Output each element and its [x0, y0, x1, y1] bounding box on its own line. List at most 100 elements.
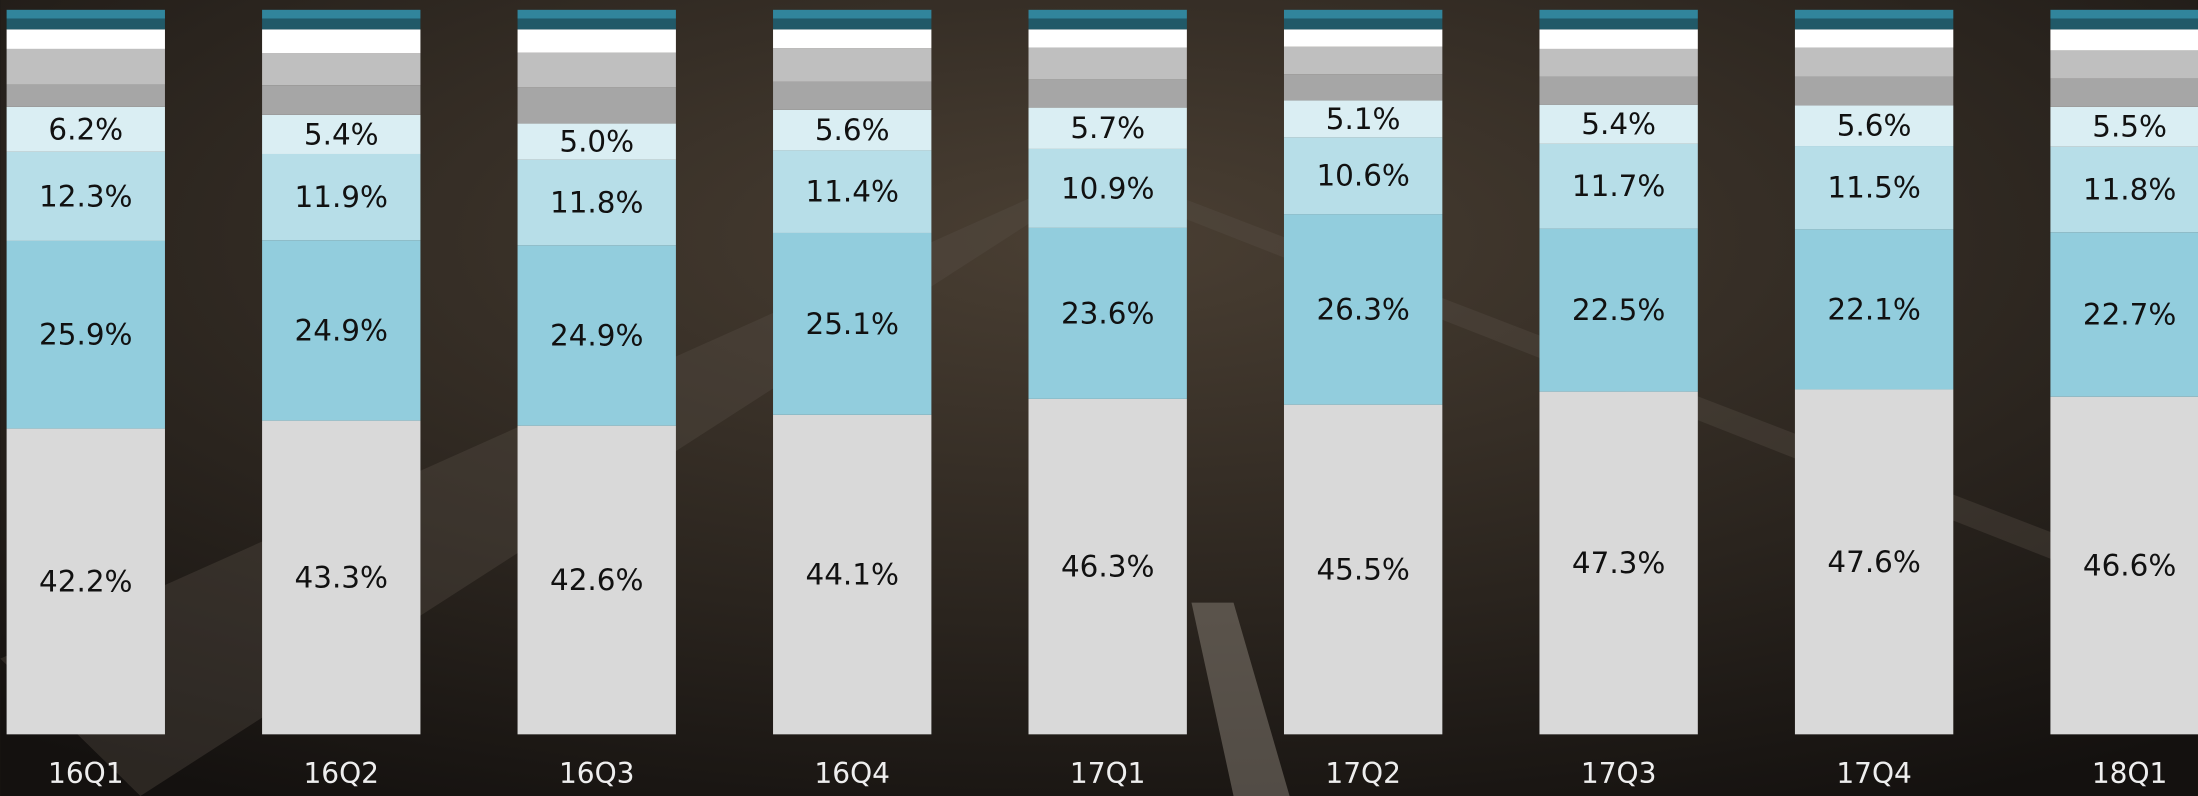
data-label: 5.6% — [1837, 109, 1912, 143]
data-label: 10.6% — [1316, 159, 1409, 193]
data-label: 5.7% — [1070, 111, 1145, 145]
bar-segment — [1539, 18, 1698, 30]
bar-segment — [2050, 106, 2198, 147]
bar-segment — [2050, 9, 2198, 19]
bar-segment — [773, 9, 932, 19]
x-tick-label: 17Q2 — [1325, 757, 1401, 790]
x-tick-label: 16Q2 — [303, 757, 379, 790]
bar-segment — [1794, 146, 1954, 230]
bar-segment — [1283, 214, 1443, 405]
data-label: 6.2% — [48, 112, 123, 146]
bar-segment — [1028, 18, 1187, 30]
bar-segment — [6, 29, 165, 49]
data-label: 46.3% — [1061, 550, 1154, 584]
bar-segment — [517, 245, 676, 426]
bar-segment — [1283, 137, 1443, 215]
bar-segment — [1539, 228, 1698, 392]
bar-segment — [2050, 78, 2198, 107]
data-label: 47.6% — [1827, 545, 1920, 579]
bar-segment — [1283, 18, 1443, 30]
bar-segment — [1028, 107, 1187, 149]
data-label: 22.7% — [2083, 297, 2176, 331]
bar-segment — [262, 240, 421, 421]
bar-segment — [2050, 146, 2198, 233]
bar-segment — [2050, 18, 2198, 30]
data-label: 44.1% — [806, 557, 899, 591]
bar-segment — [517, 123, 676, 160]
bar-segment — [6, 18, 165, 30]
bar-segment — [6, 48, 165, 85]
bar-segment — [262, 153, 421, 241]
data-label: 45.5% — [1316, 552, 1409, 586]
x-tick-label: 17Q3 — [1581, 757, 1657, 790]
bar-segment — [1794, 9, 1954, 19]
bar-segment — [1794, 18, 1954, 30]
data-label: 42.6% — [550, 563, 643, 597]
bar-segment — [6, 428, 165, 735]
bar-segment — [1539, 391, 1698, 735]
bar-segment — [262, 420, 421, 735]
bar-segment — [6, 151, 165, 241]
data-label: 5.4% — [304, 117, 379, 151]
data-label: 22.1% — [1827, 292, 1920, 326]
bar-segment — [2050, 29, 2198, 51]
data-label: 47.3% — [1572, 546, 1665, 580]
bar-segment — [6, 9, 165, 19]
data-label: 11.8% — [550, 185, 643, 219]
bar-segment — [6, 84, 165, 107]
bar-segment — [1028, 47, 1187, 80]
bar-segment — [517, 9, 676, 19]
bar-segment — [1283, 100, 1443, 138]
bar-segment — [1283, 29, 1443, 47]
bar-segment — [1028, 227, 1187, 399]
bar-segment — [262, 18, 421, 30]
x-tick-label: 17Q4 — [1836, 757, 1912, 790]
bar-segment — [1028, 29, 1187, 48]
bar-segment — [773, 48, 932, 82]
bar-segment — [6, 240, 165, 429]
bar-segment — [773, 29, 932, 49]
bar-segment — [773, 109, 932, 151]
bar-segment — [517, 18, 676, 30]
data-label: 23.6% — [1061, 296, 1154, 330]
bar-segment — [1539, 76, 1698, 105]
bar-segment — [517, 425, 676, 735]
bar-segment — [1028, 9, 1187, 19]
data-label: 24.9% — [295, 313, 388, 347]
x-tick-label: 17Q1 — [1070, 757, 1146, 790]
data-label: 26.3% — [1316, 292, 1409, 326]
data-label: 5.1% — [1326, 102, 1401, 136]
data-label: 42.2% — [39, 564, 132, 598]
bar-segment — [262, 114, 421, 154]
data-label: 24.9% — [550, 318, 643, 352]
data-label: 46.6% — [2083, 548, 2176, 582]
bar-segment — [2050, 50, 2198, 79]
bar-segment — [1794, 389, 1954, 735]
bar-segment — [1794, 229, 1954, 390]
bar-segment — [1283, 404, 1443, 735]
data-label: 5.5% — [2092, 110, 2167, 144]
x-tick-label: 16Q3 — [559, 757, 635, 790]
bar-segment — [262, 29, 421, 54]
data-label: 43.3% — [295, 560, 388, 594]
data-label: 25.1% — [806, 307, 899, 341]
x-tick-label: 16Q4 — [814, 757, 890, 790]
bar-segment — [262, 85, 421, 115]
bar-segment — [1028, 398, 1187, 735]
bar-segment — [517, 52, 676, 88]
data-label: 11.7% — [1572, 169, 1665, 203]
data-label: 12.3% — [39, 179, 132, 213]
data-label: 5.6% — [815, 113, 890, 147]
bar-segment — [1794, 29, 1954, 48]
data-label: 5.4% — [1581, 107, 1656, 141]
bar-segment — [773, 414, 932, 735]
data-label: 11.8% — [2083, 172, 2176, 206]
bar-segment — [517, 159, 676, 246]
bar-segment — [1539, 104, 1698, 144]
bar-segment — [1028, 148, 1187, 228]
bar-segment — [1028, 79, 1187, 108]
bar-segment — [1283, 46, 1443, 75]
bar-segment — [2050, 396, 2198, 735]
